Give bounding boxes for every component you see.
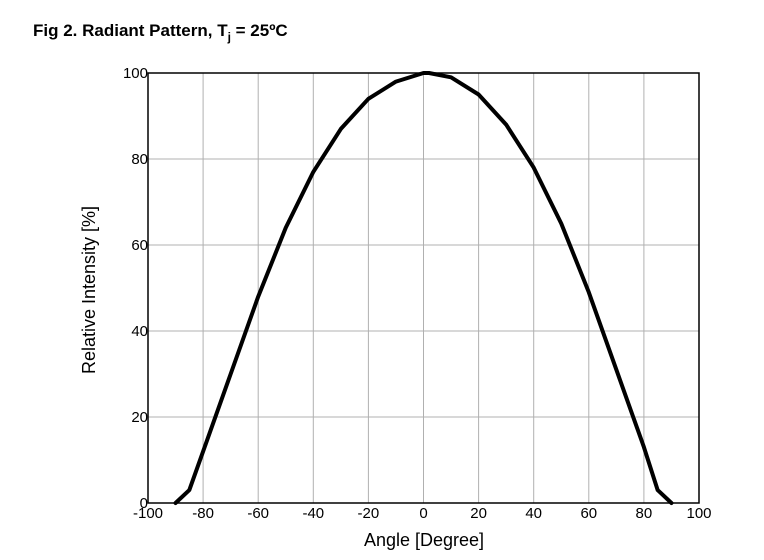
- y-tick-label: 20: [131, 409, 148, 426]
- x-tick-label: 100: [686, 505, 711, 522]
- x-tick-label: -60: [247, 505, 269, 522]
- y-tick-label: 60: [131, 237, 148, 254]
- x-tick-label: 0: [419, 505, 427, 522]
- title-part: Fig 2. Radiant Pattern, T: [33, 21, 228, 40]
- x-tick-label: 40: [525, 505, 542, 522]
- title-subscript: j: [227, 30, 231, 44]
- x-tick-label: 60: [580, 505, 597, 522]
- x-axis-label: Angle [Degree]: [364, 530, 484, 550]
- data-line: [173, 71, 674, 505]
- x-tick-label: -20: [358, 505, 380, 522]
- x-tick-label: 20: [470, 505, 487, 522]
- x-tick-label: 80: [636, 505, 653, 522]
- y-tick-label: 80: [131, 151, 148, 168]
- y-axis-label: Relative Intensity [%]: [79, 206, 99, 374]
- x-tick-label: -100: [133, 505, 163, 522]
- y-tick-label: 100: [123, 65, 148, 82]
- x-tick-label: -80: [192, 505, 214, 522]
- y-tick-label: 40: [131, 323, 148, 340]
- title-part: = 25ºC: [231, 21, 288, 40]
- y-tick-label: 0: [140, 495, 148, 512]
- chart-title: Fig 2. Radiant Pattern, Tj = 25ºC: [33, 21, 288, 44]
- x-tick-label: -40: [302, 505, 324, 522]
